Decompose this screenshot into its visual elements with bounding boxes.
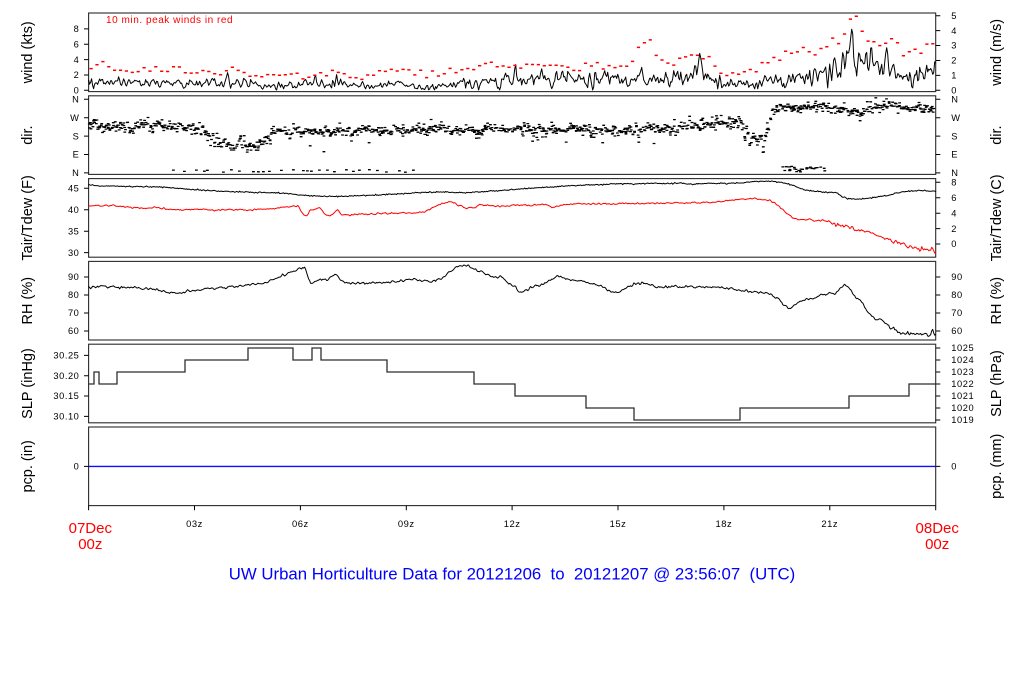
svg-text:dir.: dir. (20, 125, 36, 144)
svg-text:30.15: 30.15 (53, 391, 79, 401)
svg-text:30.25: 30.25 (53, 351, 79, 361)
svg-text:00z: 00z (925, 536, 949, 553)
svg-text:18z: 18z (716, 518, 733, 529)
svg-text:70: 70 (68, 308, 79, 318)
svg-text:12z: 12z (504, 518, 521, 529)
svg-text:W: W (70, 113, 79, 123)
svg-text:08Dec: 08Dec (916, 520, 960, 537)
svg-text:0: 0 (951, 86, 957, 96)
svg-text:RH (%): RH (%) (20, 277, 36, 325)
svg-text:8: 8 (74, 24, 80, 34)
svg-text:4: 4 (951, 26, 957, 36)
svg-text:2: 2 (951, 56, 957, 66)
svg-text:5: 5 (951, 11, 957, 21)
svg-text:06z: 06z (292, 518, 309, 529)
svg-text:6: 6 (74, 40, 80, 50)
svg-text:70: 70 (951, 308, 962, 318)
svg-text:SLP (hPa): SLP (hPa) (989, 350, 1005, 417)
svg-text:35: 35 (68, 226, 79, 236)
svg-text:09z: 09z (398, 518, 415, 529)
svg-text:8: 8 (951, 178, 957, 188)
svg-text:SLP (inHg): SLP (inHg) (20, 348, 36, 419)
svg-text:S: S (73, 131, 80, 141)
svg-text:W: W (951, 113, 960, 123)
svg-text:E: E (73, 150, 80, 160)
svg-text:0: 0 (74, 462, 80, 472)
svg-text:N: N (72, 168, 79, 178)
svg-text:1023: 1023 (951, 367, 974, 377)
svg-text:0: 0 (951, 462, 957, 472)
svg-text:Tair/Tdew (F): Tair/Tdew (F) (20, 175, 36, 260)
svg-text:1021: 1021 (951, 391, 974, 401)
svg-text:wind (kts): wind (kts) (20, 21, 36, 84)
svg-text:21z: 21z (821, 518, 838, 529)
svg-text:80: 80 (951, 290, 962, 300)
svg-text:07Dec: 07Dec (69, 520, 113, 537)
svg-text:1: 1 (951, 71, 957, 81)
svg-text:1025: 1025 (951, 343, 974, 353)
svg-text:2: 2 (74, 70, 80, 80)
svg-text:1022: 1022 (951, 379, 974, 389)
svg-text:pcp. (mm): pcp. (mm) (989, 434, 1005, 499)
svg-text:1024: 1024 (951, 355, 974, 365)
svg-text:40: 40 (68, 205, 79, 215)
svg-text:dir.: dir. (989, 125, 1005, 144)
svg-text:6: 6 (951, 193, 957, 203)
svg-text:15z: 15z (610, 518, 627, 529)
svg-text:80: 80 (68, 290, 79, 300)
svg-text:3: 3 (951, 41, 957, 51)
svg-text:0: 0 (74, 86, 80, 96)
svg-text:E: E (951, 150, 958, 160)
svg-text:S: S (951, 131, 958, 141)
svg-text:RH (%): RH (%) (989, 277, 1005, 325)
svg-text:pcp. (in): pcp. (in) (20, 440, 36, 492)
svg-text:10 min. peak winds in red: 10 min. peak winds in red (106, 15, 233, 26)
svg-text:N: N (951, 95, 958, 105)
svg-text:1019: 1019 (951, 415, 974, 425)
svg-text:60: 60 (951, 326, 962, 336)
svg-text:60: 60 (68, 326, 79, 336)
svg-text:30.10: 30.10 (53, 412, 79, 422)
svg-text:90: 90 (68, 272, 79, 282)
svg-text:4: 4 (951, 208, 957, 218)
svg-text:N: N (72, 95, 79, 105)
svg-text:N: N (951, 168, 958, 178)
svg-text:2: 2 (951, 224, 957, 234)
svg-text:30.20: 30.20 (53, 371, 79, 381)
svg-text:1020: 1020 (951, 403, 974, 413)
svg-text:45: 45 (68, 184, 79, 194)
svg-text:Tair/Tdew (C): Tair/Tdew (C) (989, 174, 1005, 261)
svg-text:90: 90 (951, 272, 962, 282)
svg-text:03z: 03z (186, 518, 203, 529)
svg-text:0: 0 (951, 239, 957, 249)
svg-text:4: 4 (74, 55, 80, 65)
svg-text:00z: 00z (78, 536, 102, 553)
svg-text:30: 30 (68, 248, 79, 258)
svg-text:UW Urban Horticulture Data for: UW Urban Horticulture Data for 20121206 … (229, 564, 795, 583)
svg-text:wind (m/s): wind (m/s) (989, 19, 1005, 87)
